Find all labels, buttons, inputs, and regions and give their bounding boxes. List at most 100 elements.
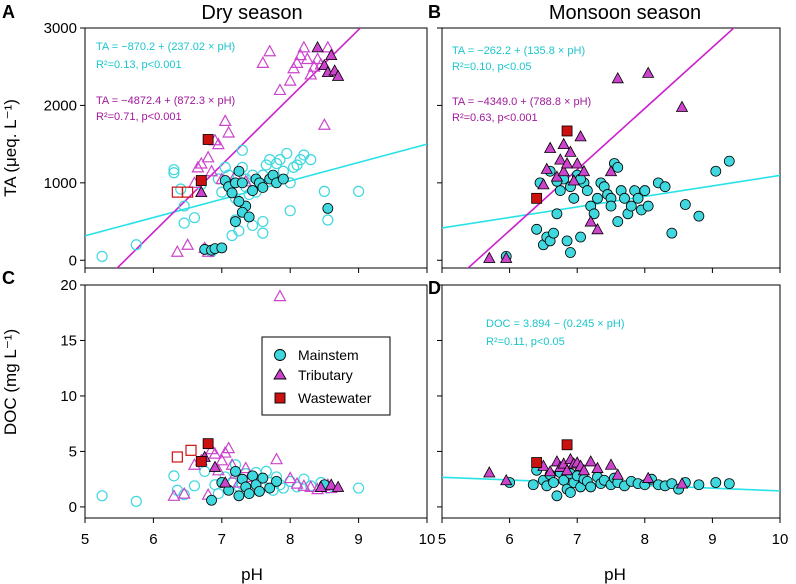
wastewater-point-filled [195,175,207,186]
tributary-point-open [293,48,307,61]
mainstem-point-open [281,147,293,160]
tributary-point-filled [554,153,567,165]
wastewater-point-open [171,451,183,463]
x-tick-label-9: 9 [708,531,716,548]
mainstem-point-filled [585,481,597,493]
mainstem-point-filled [322,202,334,214]
wastewater-point-filled [531,457,543,468]
wastewater-point-open [185,444,197,456]
mainstem-point-filled [257,182,269,193]
mainstem-point-filled [565,247,576,258]
annotation-d-mainstem-stats: R²=0.11, p<0.05 [486,336,565,348]
mainstem-point-open [168,164,180,176]
y-tick-label-3000: 3000 [44,20,77,37]
tributary-point-open [218,114,232,127]
mainstem-point-filled [679,199,691,210]
mainstem-point-filled [561,235,573,247]
mainstem-point-open [270,157,283,170]
mainstem-point-open [284,205,296,217]
annotation-a-mainstem-equation: TA = −870.2 + (237.02 × pH) [96,41,235,53]
tributary-point-open [273,83,287,96]
tributary-point-open [311,52,325,65]
mainstem-point-filled [233,165,245,177]
tributary-point-open [215,453,229,466]
tributary-point-filled [560,157,574,169]
mainstem-point-filled [243,488,255,499]
tributary-point-filled [557,137,570,150]
mainstem-point-filled [216,242,228,254]
tributary-point-open [290,476,304,489]
tributary-point-open [167,489,181,501]
mainstem-point-open [96,250,108,262]
tributary-point-filled [564,145,577,157]
tributary-point-filled [543,141,557,153]
mainstem-point-open [130,495,142,507]
mainstem-point-filled [271,475,282,487]
mainstem-point-open [178,200,190,212]
tributary-point-open [321,40,335,53]
tributary-point-filled [219,476,232,488]
mainstem-point-open [188,480,201,492]
tributary-point-open [297,40,311,53]
y-tick-label-0: 0 [69,252,77,269]
mainstem-point-filled [693,210,705,222]
mainstem-point-filled [612,216,624,227]
tributary-point-open [283,73,297,86]
mainstem-point-filled [710,477,722,488]
mainstem-point-open [130,239,142,251]
tributary-point-open [297,479,311,491]
mainstem-point-filled [693,479,705,491]
mainstem-point-filled [632,192,644,204]
x-tick-label-10: 10 [772,531,789,548]
mainstem-point-filled [639,185,651,196]
legend-mainstem-marker [274,349,286,361]
mainstem-point-open [353,482,365,494]
tributary-point-filled [577,463,591,476]
annotation-d-mainstem-equation: DOC = 3.894 − (0.245 × pH) [486,318,625,330]
tributary-point-filled [591,222,604,235]
mainstem-point-filled [257,472,269,484]
mainstem-point-open [236,144,248,156]
mainstem-point-filled [548,227,559,239]
tributary-point-filled [591,461,604,473]
annotation-a-tributary-equation: TA = −4872.4 + (872.3 × pH) [96,95,235,107]
fit-line-tributary-fit [116,28,362,268]
tributary-point-open [317,118,331,130]
tributary-point-filled [574,130,587,142]
tributary-point-filled [577,164,591,177]
mainstem-point-open [199,465,211,477]
mainstem-point-filled [277,173,289,185]
legend-wastewater-marker [274,392,286,404]
x-tick-label-5: 5 [438,531,446,548]
tributary-point-filled [611,71,624,84]
title-monsoon-season: Monsoon season [549,2,701,24]
mainstem-point-filled [551,208,563,220]
tributary-point-open [304,480,318,493]
annotation-a-tributary-stats: R²=0.71, p<0.001 [96,111,182,123]
x-axis-title-ph-left: pH [241,565,263,584]
wastewater-point-filled [561,439,573,451]
mainstem-point-filled [605,200,617,212]
mainstem-point-open [305,154,317,166]
y-tick-label-15: 15 [60,332,77,349]
mainstem-point-open [257,227,269,239]
tributary-point-filled [314,480,328,492]
title-dry-season: Dry season [201,2,302,24]
mainstem-point-filled [247,185,258,196]
mainstem-point-open [168,167,180,179]
wastewater-point-filled [531,192,543,204]
tributary-point-open [273,289,287,302]
mainstem-point-filled [230,465,241,477]
mainstem-point-filled [243,211,255,223]
tributary-point-filled [642,66,655,78]
tributary-point-filled [325,48,338,60]
tributary-point-open [304,67,318,80]
plot-frame-c [84,284,428,519]
mainstem-point-filled [565,487,576,498]
panel-label-c: C [2,268,15,288]
mainstem-point-open [298,473,310,485]
tributary-point-open [205,164,219,177]
mainstem-point-open [219,161,231,173]
mainstem-point-filled [575,231,586,243]
